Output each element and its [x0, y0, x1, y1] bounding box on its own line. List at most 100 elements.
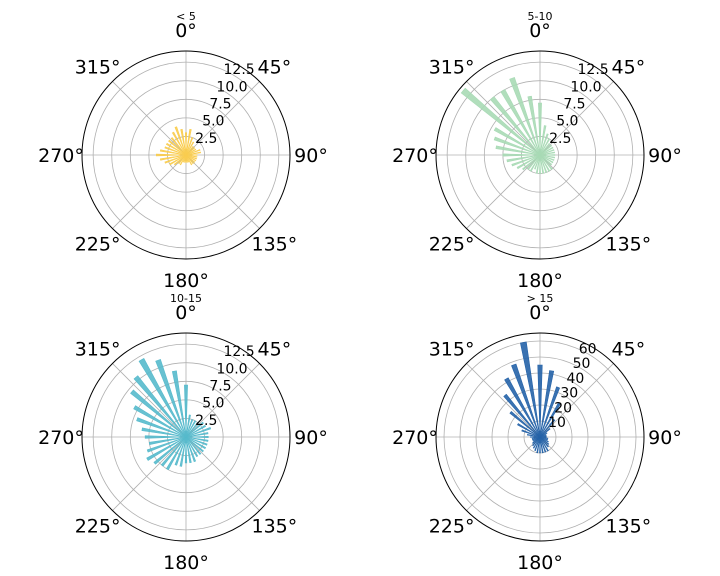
- polar-bar: [174, 436, 187, 466]
- polar-bar: [185, 154, 198, 156]
- polar-bar: [185, 145, 194, 156]
- radial-tick-label: 2.5: [195, 131, 217, 147]
- angular-grid-line: [112, 154, 187, 229]
- radial-tick-label: 10: [548, 415, 566, 431]
- bar-series: [155, 126, 202, 166]
- polar-bar: [185, 426, 212, 438]
- polar-bar: [522, 154, 541, 171]
- polar-bar: [539, 432, 548, 438]
- panel-title: > 15: [527, 292, 554, 305]
- polar-bar: [539, 146, 554, 156]
- polar-bar: [532, 436, 541, 444]
- angle-tick-label: 45°: [258, 57, 292, 79]
- angle-tick-label: 180°: [517, 552, 563, 574]
- polar-bar: [539, 154, 551, 172]
- angle-tick-label: 45°: [612, 339, 646, 361]
- bar-series: [130, 358, 212, 471]
- polar-bar: [539, 428, 551, 438]
- polar-bar: [520, 341, 541, 438]
- polar-bar: [184, 384, 188, 438]
- polar-bar: [506, 154, 541, 163]
- angular-grid-line: [466, 154, 541, 229]
- polar-bar: [509, 76, 541, 156]
- angular-grid-line: [539, 154, 614, 229]
- polar-bar: [539, 154, 556, 156]
- angle-tick-label: 135°: [252, 233, 298, 255]
- polar-bar: [185, 436, 192, 464]
- polar-panel-lt5: < 5 0° 45° 90° 135° 180° 225° 270° 315° 2.55.07.…: [38, 10, 328, 292]
- angle-tick-label: 90°: [294, 145, 328, 167]
- polar-bar: [495, 145, 541, 156]
- angular-grid-line: [466, 81, 541, 156]
- polar-bar: [148, 436, 187, 445]
- polar-bar: [185, 435, 209, 439]
- angular-grid-line: [112, 363, 187, 438]
- polar-bar: [539, 154, 541, 174]
- polar-bar: [539, 125, 547, 156]
- polar-bar: [539, 436, 549, 443]
- polar-bar: [539, 154, 554, 164]
- polar-bar: [159, 149, 187, 156]
- polar-bar: [185, 436, 208, 446]
- polar-bar: [180, 128, 187, 156]
- polar-bar: [539, 436, 549, 448]
- polar-bar: [539, 436, 549, 452]
- polar-bar: [534, 154, 541, 170]
- polar-bar: [171, 131, 187, 156]
- angle-tick-label: 45°: [612, 57, 646, 79]
- polar-bar: [532, 436, 541, 449]
- polar-bar: [538, 102, 542, 156]
- polar-bar: [539, 144, 553, 156]
- polar-bar: [185, 136, 194, 156]
- polar-bar: [532, 436, 541, 442]
- polar-bar: [185, 414, 191, 438]
- angular-grid-line: [539, 363, 614, 438]
- polar-bar: [517, 423, 541, 438]
- polar-bar: [155, 153, 187, 157]
- radial-tick-label: 20: [554, 400, 572, 416]
- polar-bar: [185, 148, 197, 156]
- polar-bar: [136, 417, 187, 438]
- polar-bar: [503, 393, 541, 438]
- polar-bar: [185, 154, 194, 165]
- polar-bar: [178, 154, 187, 165]
- polar-bar: [539, 154, 553, 166]
- polar-bar: [539, 436, 547, 453]
- polar-bar: [539, 386, 560, 438]
- polar-bar: [185, 436, 199, 458]
- polar-bar: [490, 96, 541, 156]
- polar-bar: [160, 436, 187, 467]
- polar-bar: [185, 141, 195, 156]
- polar-bar: [539, 154, 553, 171]
- polar-bar: [539, 154, 556, 159]
- radial-tick-label: 5.0: [556, 114, 578, 130]
- polar-bar: [168, 139, 187, 156]
- radial-tick-label: 30: [560, 386, 578, 402]
- angle-tick-label: 90°: [648, 427, 682, 449]
- polar-bar: [185, 424, 207, 438]
- panel-title: < 5: [176, 10, 196, 23]
- polar-bar: [141, 427, 187, 438]
- polar-bar: [539, 418, 556, 438]
- angular-grid-line: [112, 436, 187, 511]
- angle-tick-label: 225°: [429, 233, 475, 255]
- polar-bar: [521, 429, 541, 438]
- angular-grid-line: [185, 436, 260, 511]
- angle-tick-label: 270°: [392, 145, 438, 167]
- polar-bar: [511, 363, 541, 438]
- polar-bar: [509, 410, 541, 438]
- polar-bar: [534, 436, 541, 452]
- polar-bar: [185, 151, 202, 156]
- polar-bar: [539, 436, 541, 454]
- radial-tick-label: 7.5: [209, 379, 231, 395]
- radial-tick-label: 12.5: [224, 62, 255, 78]
- radial-tick-label: 60: [579, 341, 597, 357]
- polar-bar: [185, 154, 190, 163]
- polar-bar: [146, 436, 187, 461]
- angle-tick-label: 45°: [258, 339, 292, 361]
- polar-bar: [179, 154, 187, 166]
- angle-tick-label: 90°: [294, 427, 328, 449]
- polar-bar: [185, 436, 204, 453]
- polar-bar: [516, 154, 541, 170]
- polar-bar: [185, 154, 197, 162]
